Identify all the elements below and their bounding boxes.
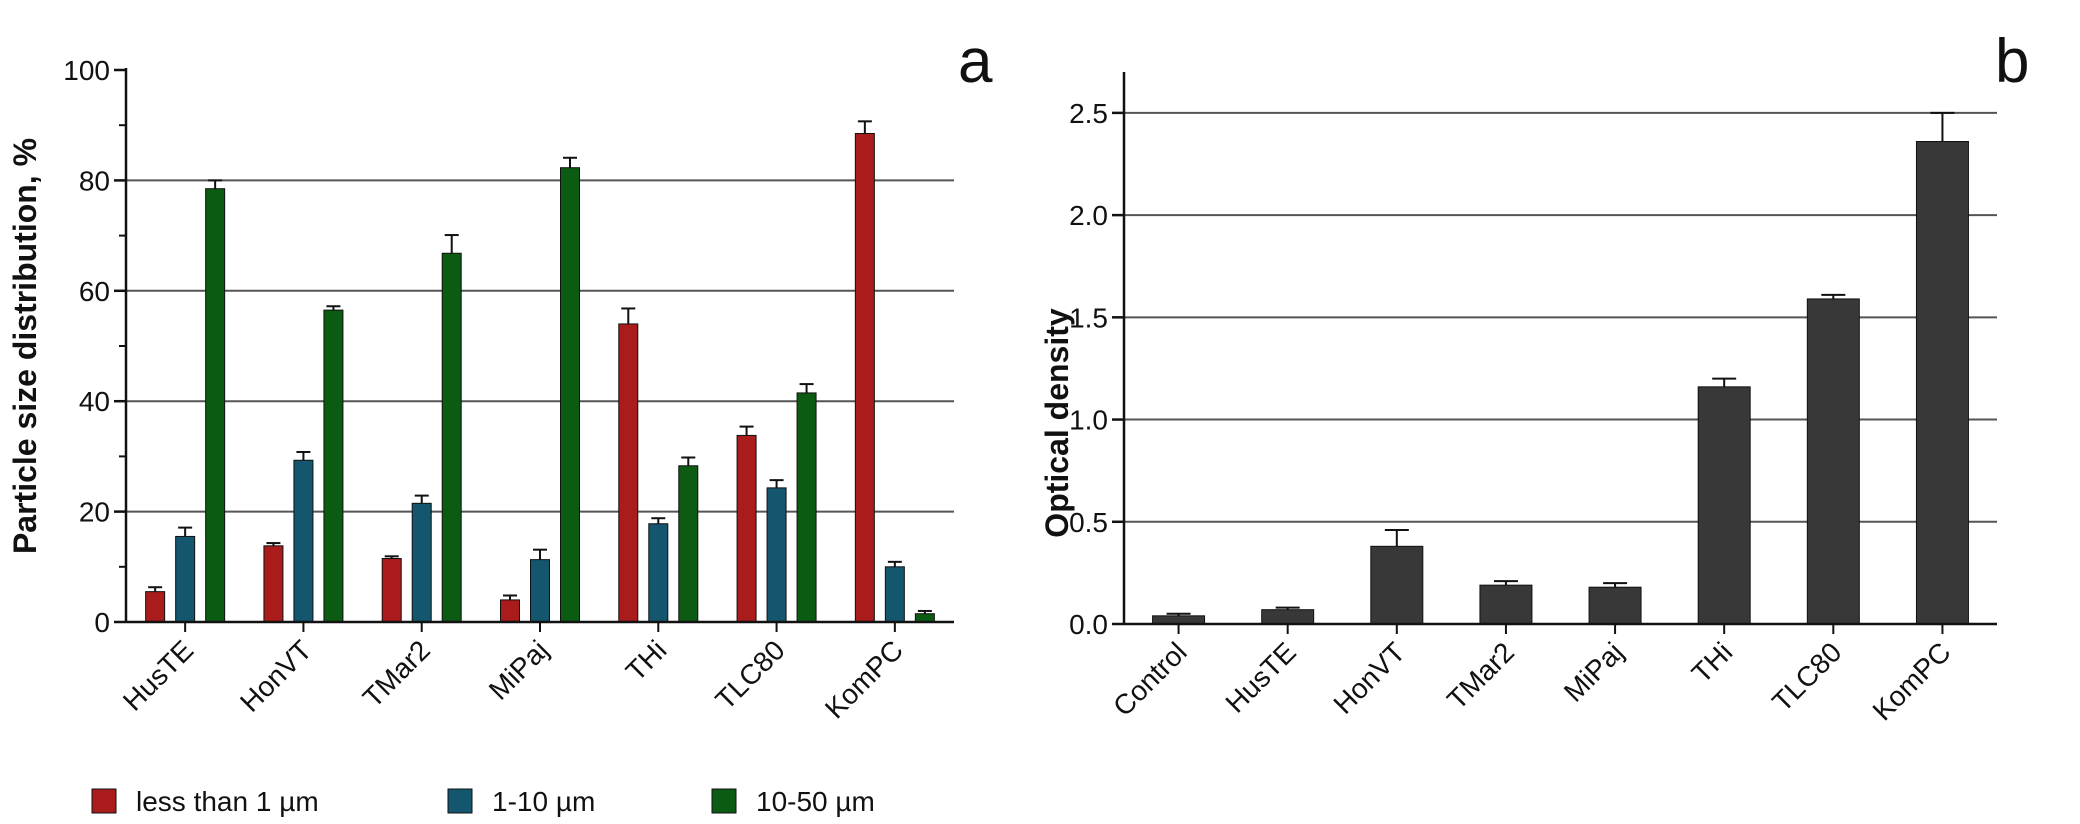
panel-a-category-label: TLC80 <box>709 634 790 715</box>
panel-a-letter: a <box>958 27 993 96</box>
panel-a-category-label: KomPC <box>819 634 909 724</box>
panel-b-y-tick-label: 0.5 <box>1069 507 1108 538</box>
panel-a-bar <box>145 591 166 623</box>
panel-a-y-tick-label: 80 <box>79 165 110 196</box>
panel-a-bar <box>766 487 787 623</box>
panel-a-y-tick-label: 100 <box>63 55 110 86</box>
panel-b-category-label: Control <box>1107 636 1193 722</box>
panel-a-bar <box>293 459 314 623</box>
panel-a-bar <box>263 545 284 623</box>
panel-b-bar <box>1697 386 1751 625</box>
panel-b-category-label: TLC80 <box>1766 636 1847 717</box>
panel-a-bar <box>884 566 905 623</box>
panel-a-category-label: THi <box>620 634 673 687</box>
panel-a-legend-label: less than 1 µm <box>136 786 319 817</box>
panel-b-bar <box>1806 298 1860 625</box>
panel-b-bar <box>1588 586 1642 625</box>
panel-a-legend-label: 1-10 µm <box>492 786 595 817</box>
panel-a-bar <box>411 502 432 623</box>
panel-a-bar <box>560 167 580 623</box>
panel-a-category-label: HonVT <box>234 634 318 718</box>
panel-a-chart: a Particle size distribution, % 0 20 40 60 8… <box>7 27 993 817</box>
panel-a-legend-swatch <box>447 788 473 814</box>
panel-a-bar <box>500 599 520 623</box>
panel-b-y-tick-label: 1.5 <box>1069 302 1108 333</box>
panel-a-bar <box>736 434 757 623</box>
panel-b-category-label: MiPaj <box>1558 636 1629 707</box>
panel-b-category-label: KomPC <box>1867 636 1957 726</box>
panel-b-category-label: THi <box>1686 636 1739 689</box>
panel-a-legend-swatch <box>711 788 737 814</box>
panel-b-category-label: HonVT <box>1328 636 1412 720</box>
panel-b-category-label: TMar2 <box>1441 636 1520 715</box>
panel-a-category-label: HusTE <box>117 634 199 716</box>
panel-a-y-tick-label: 0 <box>94 607 110 638</box>
panel-a-category-label: TMar2 <box>357 634 436 713</box>
panel-a-bar <box>618 323 639 623</box>
panel-b-chart: b Optical density 0.0 0.5 1.0 1.5 2.0 2.5 Con… <box>1039 27 2029 726</box>
panel-a-bar <box>796 392 817 623</box>
panel-b-bar <box>1915 141 1969 625</box>
panel-a-legend-swatch <box>91 788 117 814</box>
panel-a-legend: less than 1 µm 1-10 µm 10-50 µm <box>91 786 875 817</box>
panel-a-bar <box>323 309 344 623</box>
panel-b-y-tick-label: 1.0 <box>1069 405 1108 436</box>
panel-a-bar <box>854 132 875 623</box>
panel-a-category-label: MiPaj <box>483 634 554 705</box>
panel-a-bar <box>441 252 462 623</box>
panel-b-bar <box>1261 609 1315 625</box>
panel-b-bar <box>1479 584 1533 625</box>
panel-b-y-tick-label: 0.0 <box>1069 609 1108 640</box>
panel-a-y-tick-label: 60 <box>79 276 110 307</box>
panel-a-y-axis-label: Particle size distribution, % <box>7 138 43 554</box>
panel-b-category-label: HusTE <box>1219 636 1301 718</box>
panel-a-bar <box>205 188 226 623</box>
panel-b-y-axis-label: Optical density <box>1039 308 1075 538</box>
panel-a-y-tick-label: 40 <box>79 386 110 417</box>
panel-a-bar <box>175 535 196 623</box>
panel-a-legend-label: 10-50 µm <box>756 786 875 817</box>
panel-b-y-tick-label: 2.5 <box>1069 98 1108 129</box>
panel-b-bar <box>1370 545 1424 625</box>
panel-a-bar <box>648 523 669 623</box>
panel-a-bar <box>381 558 402 623</box>
panel-a-bar <box>530 559 550 623</box>
panel-a-bar <box>678 465 699 623</box>
panel-b-letter: b <box>1995 27 2029 96</box>
panel-b-y-tick-label: 2.0 <box>1069 200 1108 231</box>
panel-a-y-tick-label: 20 <box>79 497 110 528</box>
